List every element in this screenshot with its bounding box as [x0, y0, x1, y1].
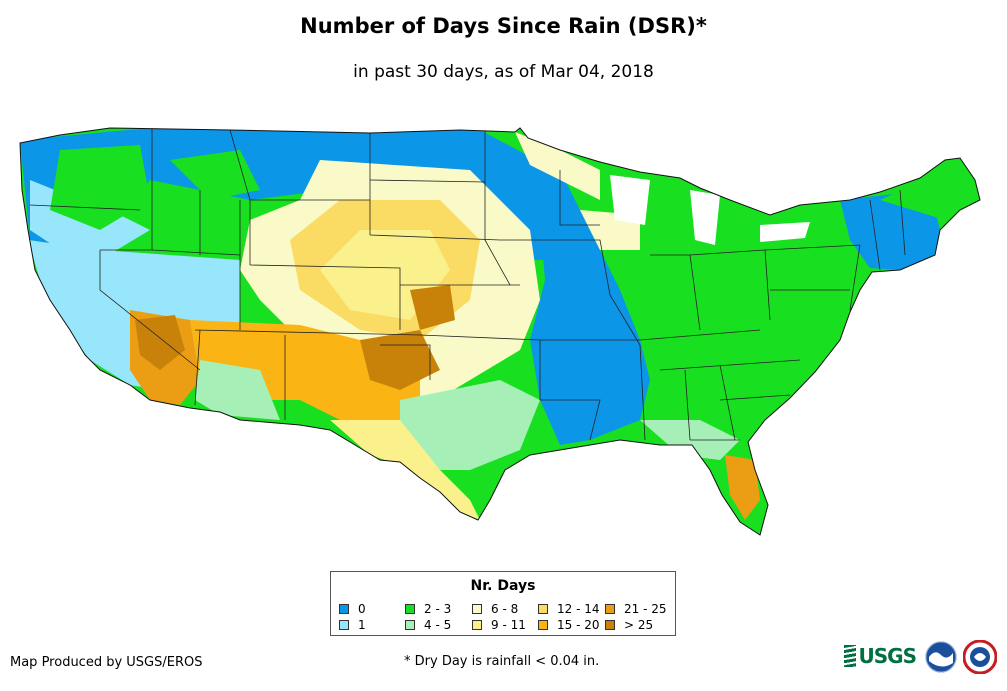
usgs-logo-text: USGS	[858, 644, 917, 668]
state-boundaries	[29, 128, 906, 441]
legend-label: 9 - 11	[491, 618, 526, 632]
legend-label: 2 - 3	[424, 602, 452, 616]
legend-swatch	[405, 604, 415, 614]
legend-label: 12 - 14	[557, 602, 600, 616]
legend-item-2: 2 - 3	[405, 602, 451, 616]
legend-item-4: 6 - 8	[472, 602, 518, 616]
legend-item-5: 9 - 11	[472, 618, 526, 632]
legend-item-0: 0	[339, 602, 366, 616]
usgs-logo: USGS	[844, 642, 917, 670]
legend-swatch	[339, 620, 349, 630]
legend-item-8: 21 - 25	[605, 602, 667, 616]
map-title: Number of Days Since Rain (DSR)*	[300, 14, 707, 38]
legend-item-3: 4 - 5	[405, 618, 451, 632]
legend-label: 15 - 20	[557, 618, 600, 632]
legend-swatch	[472, 604, 482, 614]
legend-item-6: 12 - 14	[538, 602, 600, 616]
legend-swatch	[538, 604, 548, 614]
legend-swatch	[605, 620, 615, 630]
nws-logo	[963, 640, 997, 674]
legend-swatch	[472, 620, 482, 630]
legend-item-7: 15 - 20	[538, 618, 600, 632]
usgs-wave-icon	[844, 645, 856, 667]
legend-label: 6 - 8	[491, 602, 519, 616]
us-land	[20, 128, 980, 535]
legend-title: Nr. Days	[470, 578, 536, 594]
producer-credit: Map Produced by USGS/EROS	[10, 655, 203, 670]
legend: Nr. Days 0 1 2 - 3 4 - 5 6 - 8 9 - 11 12…	[330, 571, 676, 636]
us-outline	[19, 127, 981, 536]
legend-item-9: > 25	[605, 618, 653, 632]
legend-label: 21 - 25	[624, 602, 667, 616]
legend-swatch	[339, 604, 349, 614]
legend-label: 4 - 5	[424, 618, 452, 632]
legend-label: > 25	[624, 618, 654, 632]
dry-day-footnote: * Dry Day is rainfall < 0.04 in.	[404, 654, 600, 669]
legend-item-1: 1	[339, 618, 366, 632]
legend-swatch	[538, 620, 548, 630]
legend-swatch	[405, 620, 415, 630]
legend-label: 0	[358, 602, 366, 616]
map-subtitle: in past 30 days, as of Mar 04, 2018	[353, 62, 654, 82]
legend-label: 1	[358, 618, 366, 632]
legend-swatch	[605, 604, 615, 614]
noaa-logo	[925, 641, 957, 673]
